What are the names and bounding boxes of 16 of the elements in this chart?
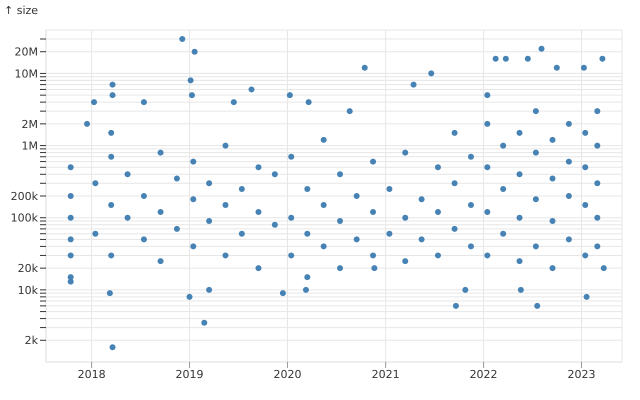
- y-axis-title: ↑ size: [4, 4, 38, 17]
- x-tick-label: 2022: [470, 368, 498, 381]
- x-tick-label: 2020: [273, 368, 302, 381]
- y-tick-label: 200k: [10, 190, 39, 203]
- y-tick-label: 2k: [24, 334, 39, 348]
- y-tick-label: 100k: [10, 212, 39, 225]
- y-tick-label: 10M: [14, 67, 38, 80]
- y-tick-label: 10k: [18, 284, 39, 297]
- x-tick-label: 2018: [78, 368, 106, 381]
- x-tick-label: 2023: [567, 368, 596, 381]
- y-tick-label: 20k: [18, 262, 39, 276]
- y-tick-label: 1M: [22, 139, 38, 152]
- x-tick-label: 2019: [176, 368, 204, 381]
- y-tick-label: 20M: [14, 46, 38, 59]
- x-tick-label: 2021: [372, 368, 400, 381]
- y-tick-label: 2M: [22, 118, 38, 131]
